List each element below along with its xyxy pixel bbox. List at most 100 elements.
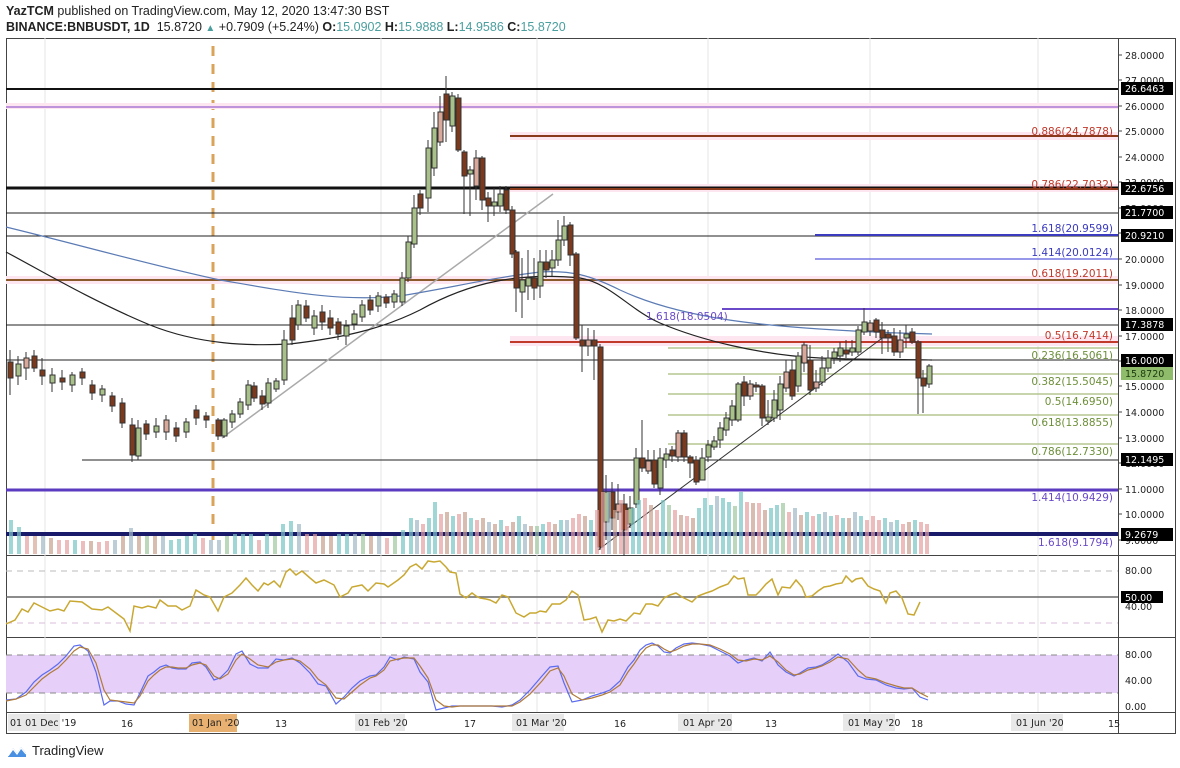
price-tick: 9.0000 [1125, 536, 1158, 547]
publish-info: YazTCM published on TradingView.com, May… [6, 4, 389, 18]
svg-text:16.0000: 16.0000 [1125, 356, 1164, 367]
time-label: 16 [614, 719, 626, 730]
price-tag: 22.6756 [1121, 182, 1173, 195]
fib-labels: 0.886(24.7878) 0.786(22.7032) 1.618(20.9… [646, 126, 1113, 549]
close-label: C: [507, 20, 521, 34]
rsi-line [5, 560, 921, 634]
fib-label: 1.414(10.9429) [1031, 492, 1113, 504]
tradingview-logo[interactable]: TradingView [6, 743, 104, 758]
trendline-jan [221, 193, 554, 439]
time-label: 17 [464, 719, 476, 730]
price-tick: 26.0000 [1125, 102, 1164, 113]
chart-frame [6, 38, 1176, 734]
up-arrow-icon: ▲ [205, 23, 216, 34]
tradingview-cloud-icon [7, 746, 27, 757]
price-tag: 12.1495 [1121, 453, 1173, 466]
svg-text:20.9210: 20.9210 [1125, 231, 1164, 242]
price-tag: 9.2679 [1121, 528, 1173, 541]
volume-bars [9, 492, 929, 554]
published-text: published on TradingView.com, May 12, 20… [57, 4, 390, 18]
svg-text:15.8720: 15.8720 [1125, 369, 1164, 380]
last-price: 15.8720 [156, 20, 202, 34]
rsi-pane: 80.00 40.00 50.00 [5, 560, 1163, 634]
stoch-tick: 80.00 [1125, 650, 1152, 661]
high-value: 15.9888 [398, 20, 444, 34]
fib-label: 0.618(19.2011) [1031, 268, 1113, 280]
time-label: 15 [1108, 719, 1120, 730]
time-label: 01 01 Dec '19 [10, 718, 76, 729]
last-price-tag: 15.8720 [1121, 367, 1173, 380]
price-tick: 28.0000 [1125, 51, 1164, 62]
price-tick: 25.0000 [1125, 127, 1164, 138]
svg-text:22.6756: 22.6756 [1125, 184, 1164, 195]
vertical-grid [44, 38, 1039, 712]
high-label: H: [384, 20, 399, 34]
fib-label: 1.618(20.9599) [1031, 223, 1113, 235]
svg-text:50.00: 50.00 [1125, 593, 1152, 604]
price-tick: 11.0000 [1125, 485, 1164, 496]
open-value: 15.0902 [336, 20, 382, 34]
rsi-tick: 40.00 [1125, 602, 1152, 613]
svg-text:9.2679: 9.2679 [1125, 530, 1158, 541]
price-tag: 21.7700 [1121, 206, 1173, 219]
price-tick: 15.0000 [1125, 382, 1164, 393]
svg-text:12.1495: 12.1495 [1125, 455, 1164, 466]
stoch-tick: 0.00 [1125, 702, 1146, 713]
fib-label: 0.5(16.7414) [1045, 330, 1113, 342]
stoch-rsi-pane: 80.00 40.00 0.00 [5, 642, 1152, 713]
fib-label: 0.618(13.8855) [1031, 417, 1113, 429]
price-candles [7, 76, 933, 556]
svg-text:17.3878: 17.3878 [1125, 320, 1164, 331]
time-label: 01 Jun '20 [1016, 718, 1064, 729]
price-tick: 14.0000 [1125, 408, 1164, 419]
price-tag: 20.9210 [1121, 229, 1173, 242]
symbol-name[interactable]: BINANCE:BNBUSDT, 1D [6, 20, 150, 34]
stoch-d-line [5, 643, 929, 708]
svg-text:26.6463: 26.6463 [1125, 84, 1164, 95]
fib-label: 0.786(22.7032) [1031, 179, 1113, 191]
time-label: 01 Jan '20 [192, 718, 239, 729]
fib-label: 1.414(20.0124) [1031, 247, 1113, 259]
price-tag: 16.0000 [1121, 354, 1173, 367]
time-label: 16 [121, 719, 133, 730]
price-tick: 19.0000 [1125, 281, 1164, 292]
ma-200-line [5, 226, 933, 335]
fib-label: 0.5(14.6950) [1045, 396, 1113, 408]
price-tick: 24.0000 [1125, 153, 1164, 164]
fib-label: 0.236(16.5061) [1031, 350, 1113, 362]
time-label: 01 May '20 [848, 718, 900, 729]
price-tick: 27.0000 [1125, 76, 1164, 87]
price-axis[interactable]: 28.0000 27.0000 26.0000 25.0000 24.0000 … [1118, 51, 1173, 547]
time-label: 13 [765, 719, 777, 730]
price-tag: 26.6463 [1121, 82, 1173, 95]
low-label: L: [446, 20, 459, 34]
fib-label: 0.786(12.7330) [1031, 446, 1113, 458]
price-tick: 20.0000 [1125, 255, 1164, 266]
time-label: 01 Mar '20 [516, 718, 567, 729]
ma-100-line [5, 251, 933, 361]
price-tick: 17.0000 [1125, 332, 1164, 343]
price-tick: 10.0000 [1125, 510, 1164, 521]
stoch-tick: 40.00 [1125, 676, 1152, 687]
close-value: 15.8720 [520, 20, 566, 34]
symbol-legend: BINANCE:BNBUSDT, 1D 15.8720 ▲ +0.7909 (+… [6, 20, 566, 34]
author-name: YazTCM [6, 4, 54, 18]
price-tick: 18.0000 [1125, 306, 1164, 317]
price-change: +0.7909 (+5.24%) [218, 20, 319, 34]
open-label: O: [322, 20, 337, 34]
stoch-k-line [5, 642, 929, 711]
fib-label: 0.382(15.5045) [1031, 376, 1113, 388]
time-label: 01 Feb '20 [358, 718, 408, 729]
time-label: 13 [275, 719, 287, 730]
time-label: 01 Apr '20 [683, 718, 732, 729]
time-label: 18 [911, 719, 923, 730]
low-value: 14.9586 [458, 20, 504, 34]
logo-text: TradingView [32, 743, 104, 758]
price-tag: 17.3878 [1121, 318, 1173, 331]
fib-label: 0.886(24.7878) [1031, 126, 1113, 138]
rsi-value-tag: 50.00 [1121, 591, 1163, 604]
rsi-tick: 80.00 [1125, 566, 1152, 577]
fib-label: 1.618(9.1794) [1038, 537, 1113, 549]
time-axis[interactable]: 01 01 Dec '19 16 01 Jan '20 13 01 Feb '2… [8, 714, 1120, 732]
